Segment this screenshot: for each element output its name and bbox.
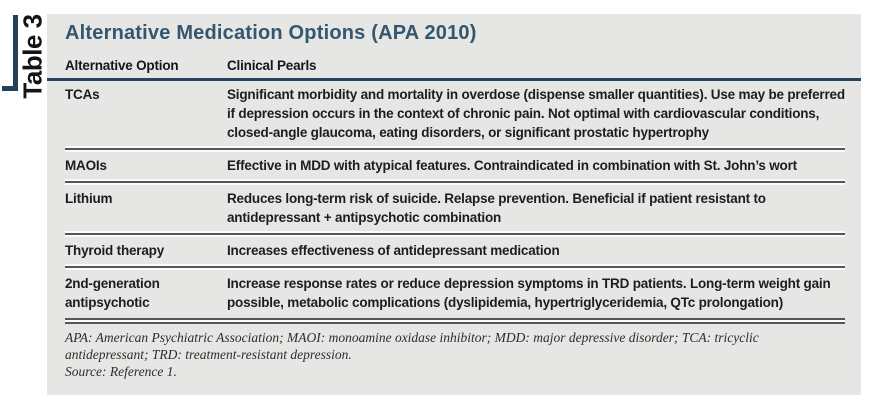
column-header-clinical-pearls: Clinical Pearls — [227, 58, 317, 73]
table-row: Lithium Reduces long-term risk of suicid… — [65, 185, 845, 231]
column-header-alternative-option: Alternative Option — [65, 58, 179, 73]
table-number-label: Table 3 — [17, 10, 49, 102]
option-cell: Thyroid therapy — [65, 243, 165, 258]
table-row: TCAs Significant morbidity and mortality… — [65, 81, 845, 146]
footnote-abbreviations: APA: American Psychiatric Association; M… — [65, 330, 759, 362]
footnote-source: Source: Reference 1. — [65, 364, 177, 379]
pearls-cell: Significant morbidity and mortality in o… — [227, 87, 845, 140]
table-panel: Alternative Medication Options (APA 2010… — [47, 14, 861, 395]
table-number-text: Table 3 — [17, 13, 48, 99]
table-row: 2nd-generation antipsychotic Increase re… — [65, 270, 845, 316]
option-cell: Lithium — [65, 191, 113, 206]
pearls-cell: Increase response rates or reduce depres… — [227, 276, 831, 310]
table-row: Thyroid therapy Increases effectiveness … — [65, 237, 845, 264]
option-cell: TCAs — [65, 87, 100, 102]
footnote: APA: American Psychiatric Association; M… — [65, 324, 845, 381]
footnote-divider — [65, 318, 845, 324]
table-number-tick — [2, 86, 18, 91]
header-rule — [47, 78, 861, 81]
row-divider — [65, 179, 845, 185]
pearls-cell: Effective in MDD with atypical features.… — [227, 158, 797, 173]
row-divider — [65, 264, 845, 270]
row-divider — [65, 231, 845, 237]
pearls-cell: Reduces long-term risk of suicide. Relap… — [227, 191, 766, 225]
table-header-row: Alternative Option Clinical Pearls — [65, 57, 845, 74]
pearls-cell: Increases effectiveness of antidepressan… — [227, 243, 560, 258]
option-cell: 2nd-generation antipsychotic — [65, 276, 160, 310]
table-row: MAOIs Effective in MDD with atypical fea… — [65, 152, 845, 179]
table-number-bar — [13, 15, 18, 87]
table-title: Alternative Medication Options (APA 2010… — [65, 22, 477, 44]
option-cell: MAOIs — [65, 158, 107, 173]
row-divider — [65, 146, 845, 152]
